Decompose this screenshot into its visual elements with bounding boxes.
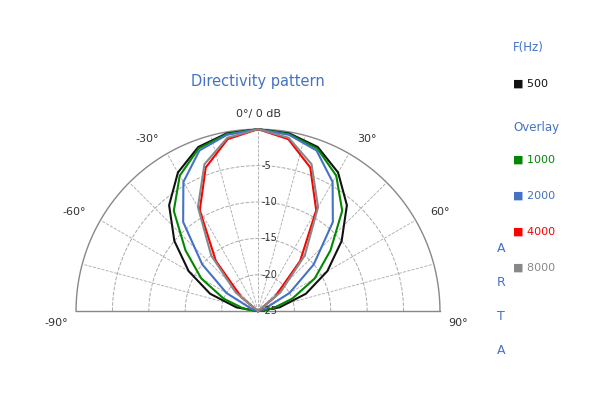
Text: -5: -5 <box>262 161 271 171</box>
Text: -10: -10 <box>262 197 277 207</box>
Text: 0°/ 0 dB: 0°/ 0 dB <box>235 109 281 119</box>
Text: -15: -15 <box>262 233 278 243</box>
Text: ■ 500: ■ 500 <box>513 79 548 89</box>
Text: ■ 8000: ■ 8000 <box>513 263 555 273</box>
Text: 60°: 60° <box>430 207 449 217</box>
Text: R: R <box>497 276 505 288</box>
Text: -20: -20 <box>262 270 278 280</box>
Text: -60°: -60° <box>63 207 86 217</box>
Text: Directivity pattern: Directivity pattern <box>191 74 325 90</box>
Text: Overlay: Overlay <box>513 122 559 134</box>
Text: 90°: 90° <box>448 318 468 328</box>
Text: A: A <box>497 344 505 356</box>
Text: -30°: -30° <box>136 134 159 144</box>
Text: -90°: -90° <box>44 318 68 328</box>
Text: T: T <box>497 310 505 322</box>
Text: A: A <box>497 242 505 254</box>
Text: ■ 1000: ■ 1000 <box>513 155 555 165</box>
Text: F(Hz): F(Hz) <box>513 42 544 54</box>
Text: -25: -25 <box>262 306 278 316</box>
Text: 30°: 30° <box>357 134 377 144</box>
Text: ■ 2000: ■ 2000 <box>513 191 555 201</box>
Text: ■ 4000: ■ 4000 <box>513 227 555 237</box>
